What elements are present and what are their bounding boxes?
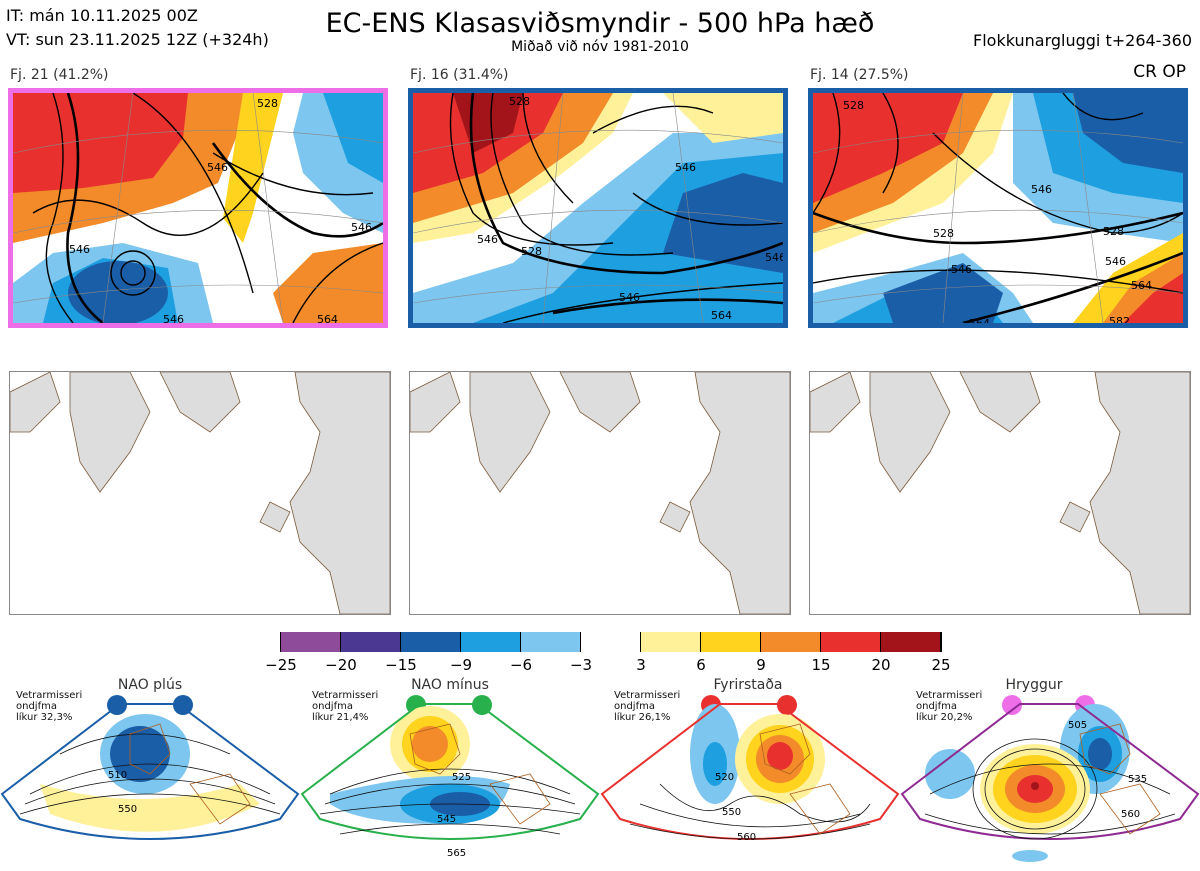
cluster-3-map: 528 528 546 528 546 564 582 564 546 — [808, 88, 1188, 328]
regime-blocking: Fyrirstaða Vetrarmisseri ondjfma líkur 2… — [600, 674, 900, 871]
anomaly-colorbar: −25 −20 −15 −9 −6 −3 3 6 9 15 20 25 — [265, 632, 951, 680]
regime-name: NAO plús — [117, 677, 183, 693]
classification-window: Flokkunargluggi t+264-360 — [973, 31, 1192, 50]
cluster-1-anomaly-map — [9, 371, 391, 615]
contour-label: 546 — [951, 263, 972, 276]
regime-name: Hryggur — [1005, 677, 1063, 693]
colorbar-tick-label: 15 — [811, 656, 831, 674]
colorbar-swatch — [521, 632, 581, 652]
regime-ridge: Hryggur Vetrarmisseri ondjfma líkur 20,2… — [900, 674, 1200, 871]
contour-label: 546 — [163, 313, 184, 326]
contour-label: 528 — [843, 99, 864, 112]
regime-name: NAO mínus — [411, 677, 489, 693]
contour-label: 546 — [477, 233, 498, 246]
colorbar-swatch — [581, 632, 641, 652]
contour-label: 528 — [257, 97, 278, 110]
regime-probability: líkur 26,1% — [614, 712, 671, 723]
page-title: EC-ENS Klasasviðsmyndir - 500 hPa hæð — [325, 8, 875, 39]
cluster-2-label: Fj. 16 (31.4%) — [410, 67, 509, 83]
cluster-3-label: Fj. 14 (27.5%) — [810, 67, 909, 83]
contour-label: 528 — [521, 245, 542, 258]
regime-contour-label: 560 — [737, 832, 757, 843]
cr-op-label: CR OP — [1133, 62, 1186, 82]
cluster-2-map: 528 546 528 546 546 564 546 — [408, 88, 788, 328]
colorbar-tick-label: 3 — [636, 656, 646, 674]
colorbar-tick-label: −9 — [449, 656, 473, 674]
colorbar-tick-label: −25 — [265, 656, 297, 674]
contour-label: 546 — [1031, 183, 1052, 196]
regime-season: Vetrarmisseri — [312, 690, 379, 701]
regime-marker — [777, 695, 797, 715]
regime-season: Vetrarmisseri — [916, 690, 983, 701]
regime-contour-label: 545 — [437, 814, 457, 825]
regime-marker — [173, 695, 193, 715]
regime-contour-label: 535 — [1128, 774, 1148, 785]
regime-marker — [1002, 695, 1022, 715]
colorbar-tick-label: −6 — [509, 656, 533, 674]
regime-months: ondjfma — [916, 701, 957, 712]
contour-label: 546 — [351, 221, 372, 234]
colorbar-tick-label: 25 — [931, 656, 951, 674]
regime-name: Fyrirstaða — [713, 677, 783, 693]
regime-season: Vetrarmisseri — [16, 690, 83, 701]
colorbar-tick-label: −20 — [325, 656, 357, 674]
regime-nao-minus: NAO mínus Vetrarmisseri ondjfma líkur 21… — [300, 674, 600, 871]
colorbar-tick-label: 20 — [871, 656, 891, 674]
contour-label: 528 — [509, 95, 530, 108]
cluster-3-anomaly-map — [809, 371, 1191, 615]
contour-label: 546 — [765, 251, 786, 264]
contour-label: 546 — [69, 243, 90, 256]
regime-months: ondjfma — [614, 701, 655, 712]
contour-label: 546 — [207, 161, 228, 174]
colorbar-tick-label: −3 — [569, 656, 593, 674]
contour-label: 546 — [1105, 255, 1126, 268]
colorbar-swatch — [461, 632, 521, 652]
cluster-2-anomaly-map — [409, 371, 791, 615]
colorbar-swatch — [281, 632, 341, 652]
initial-time: IT: mán 10.11.2025 00Z — [6, 6, 198, 25]
regime-contour-label: 560 — [1121, 809, 1141, 820]
regime-contour-label: 505 — [1068, 720, 1088, 731]
contour-label: 564 — [317, 313, 338, 326]
regime-probability: líkur 32,3% — [16, 712, 73, 723]
colorbar-tick-label: 9 — [756, 656, 766, 674]
colorbar-swatch — [821, 632, 881, 652]
contour-label: 564 — [969, 317, 990, 328]
page-subtitle: Miðað við nóv 1981-2010 — [511, 39, 689, 55]
contour-label: 528 — [933, 227, 954, 240]
regime-nao-plus: NAO plús Vetrarmisseri ondjfma líkur 32,… — [0, 674, 300, 871]
cluster-1-map: 546 528 546 546 546 564 — [8, 88, 388, 328]
valid-time: VT: sun 23.11.2025 12Z (+324h) — [6, 30, 269, 49]
regime-contour-label: 510 — [108, 770, 128, 781]
contour-label: 546 — [619, 291, 640, 304]
colorbar-swatch — [641, 632, 701, 652]
contour-label: 564 — [1131, 279, 1152, 292]
contour-label: 546 — [675, 161, 696, 174]
cluster-1-label: Fj. 21 (41.2%) — [10, 67, 109, 83]
colorbar-swatch — [341, 632, 401, 652]
colorbar-swatch — [401, 632, 461, 652]
regime-season: Vetrarmisseri — [614, 690, 681, 701]
regime-contour-label: 525 — [452, 772, 472, 783]
regime-probability: líkur 20,2% — [916, 712, 973, 723]
regime-months: ondjfma — [312, 701, 353, 712]
regime-probability: líkur 21,4% — [312, 712, 369, 723]
contour-label: 582 — [1109, 315, 1130, 328]
contour-label: 564 — [711, 309, 732, 322]
contour-label: 528 — [1103, 225, 1124, 238]
regime-contour-label: 550 — [118, 804, 138, 815]
colorbar-swatch — [761, 632, 821, 652]
colorbar-swatch — [701, 632, 761, 652]
colorbar-tick-label: −15 — [385, 656, 417, 674]
regime-contour-label: 565 — [447, 848, 467, 859]
colorbar-tick-label: 6 — [696, 656, 706, 674]
regime-contour-label: 520 — [715, 772, 735, 783]
colorbar-swatch — [881, 632, 941, 652]
regime-months: ondjfma — [16, 701, 57, 712]
regime-contour-label: 550 — [722, 807, 742, 818]
